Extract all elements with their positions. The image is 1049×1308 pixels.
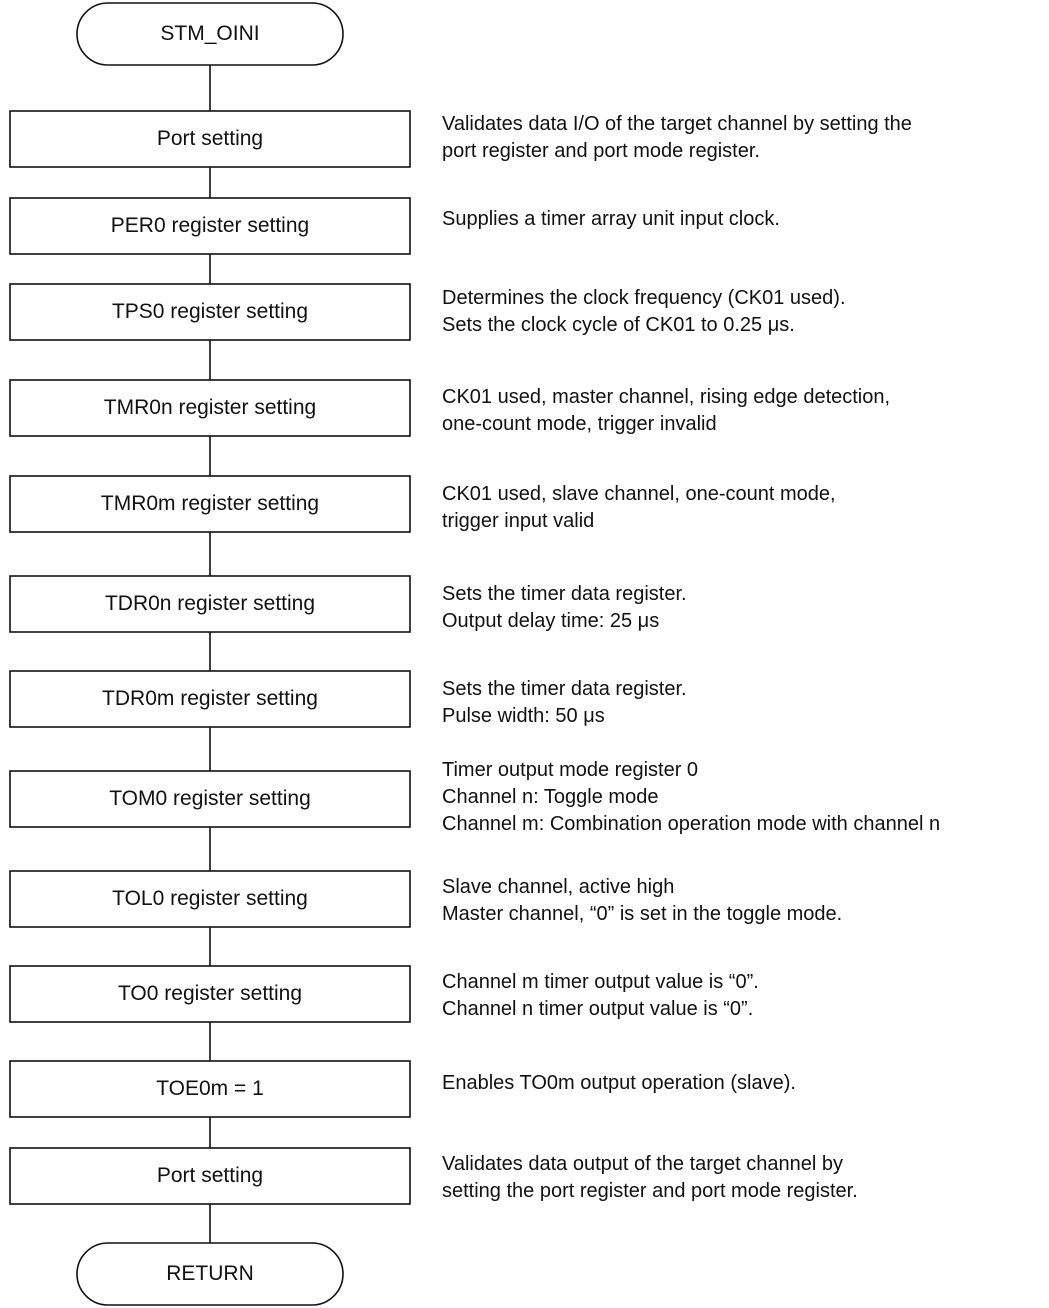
step-description: Validates data I/O of the target channel…: [442, 113, 912, 135]
step-description: Pulse width: 50 μs: [442, 705, 605, 727]
step-description: one-count mode, trigger invalid: [442, 413, 717, 435]
step-description: Enables TO0m output operation (slave).: [442, 1072, 796, 1094]
process-box-label: TPS0 register setting: [111, 300, 309, 323]
process-box: [9, 379, 411, 437]
process-box-label: TDR0n register setting: [104, 592, 316, 615]
step-description: Validates data output of the target chan…: [442, 1153, 844, 1175]
process-box-label: TOE0m = 1: [156, 1077, 264, 1100]
step-description: CK01 used, slave channel, one-count mode…: [442, 483, 836, 505]
process-box-label: Port setting: [156, 1164, 264, 1187]
step-description: Channel m timer output value is “0”.: [442, 971, 759, 993]
step-description: port register and port mode register.: [442, 140, 760, 162]
step-description: Output delay time: 25 μs: [442, 610, 660, 632]
step-description: Sets the timer data register.: [442, 583, 687, 605]
step-description: Supplies a timer array unit input clock.: [442, 208, 780, 230]
process-box-label: TOL0 register setting: [112, 887, 308, 910]
step-description: setting the port register and port mode …: [442, 1180, 858, 1202]
end-terminator-label: RETURN: [166, 1262, 254, 1285]
step-description: Determines the clock frequency (CK01 use…: [442, 287, 846, 309]
process-box-label: TMR0n register setting: [103, 396, 317, 419]
step-description: Master channel, “0” is set in the toggle…: [442, 903, 843, 925]
process-box-label: TMR0m register setting: [100, 492, 320, 515]
process-box-label: TO0 register setting: [117, 982, 303, 1005]
step-description: Channel n: Toggle mode: [442, 786, 659, 808]
step-description: Slave channel, active high: [442, 876, 675, 898]
step-description: CK01 used, master channel, rising edge d…: [442, 386, 891, 408]
process-box: [9, 1147, 411, 1205]
step-description: Sets the clock cycle of CK01 to 0.25 μs.: [442, 314, 795, 336]
step-description: trigger input valid: [442, 510, 595, 532]
process-box-label: Port setting: [156, 127, 264, 150]
process-box-label: TOM0 register setting: [109, 787, 311, 810]
process-box: [9, 965, 411, 1023]
process-box-label: TDR0m register setting: [102, 687, 318, 710]
step-description: Timer output mode register 0: [442, 759, 699, 781]
process-box: [9, 870, 411, 928]
process-box: [9, 770, 411, 828]
step-description: Channel m: Combination operation mode wi…: [442, 813, 941, 835]
start-terminator-label: STM_OINI: [160, 22, 260, 45]
step-description: Sets the timer data register.: [442, 678, 687, 700]
process-box: [9, 475, 411, 533]
process-box: [9, 670, 411, 728]
step-description: Channel n timer output value is “0”.: [442, 998, 754, 1020]
process-box-label: PER0 register setting: [110, 214, 310, 237]
process-box: [9, 1060, 411, 1118]
